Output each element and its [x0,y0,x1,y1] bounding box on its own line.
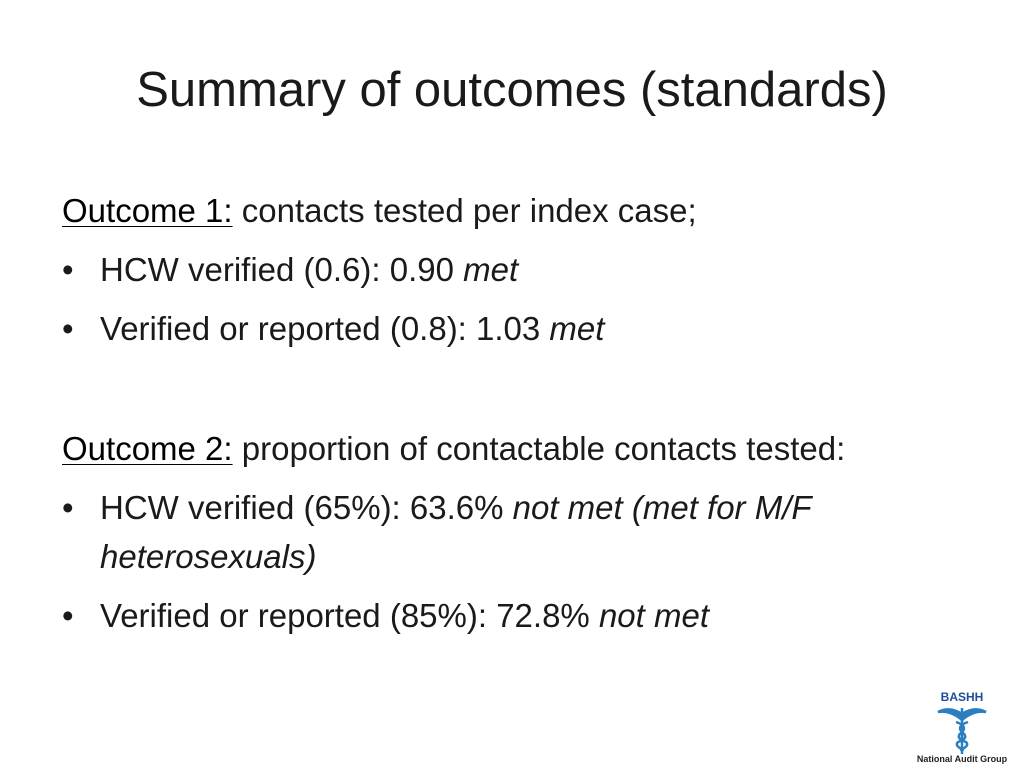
caduceus-icon [937,708,987,754]
bullet-list: HCW verified (0.6): 0.90 met Verified or… [62,245,922,353]
bullet: Verified or reported (0.8): 1.03 met [62,304,922,353]
outcome-block: Outcome 2: proportion of contactable con… [62,424,912,650]
bullet-text: Verified or reported (0.8): 1.03 [100,310,541,347]
bullet-text: Verified or reported (85%): 72.8% [100,597,590,634]
outcome-text: proportion of contactable contacts teste… [241,430,846,467]
bullet-status: not met (met for M/F heterosexuals) [100,489,811,575]
outcome-text: contacts tested per index case; [241,192,697,229]
slide-title: Summary of outcomes (standards) [136,63,888,117]
bullet: Verified or reported (85%): 72.8% not me… [62,591,912,640]
bullet-status: met [463,251,519,288]
bullet-status: not met [598,597,709,634]
outcome-label: Outcome 2: [62,430,233,467]
bullet-text: HCW verified (0.6): 0.90 [100,251,454,288]
bullet-text: HCW verified (65%): 63.6% [100,489,504,526]
outcome-label: Outcome 1: [62,192,233,229]
logo-name: BASHH [941,690,984,704]
logo: BASHH National Audit Group [917,690,1008,764]
bullet: HCW verified (0.6): 0.90 met [62,245,922,294]
bullet-list: HCW verified (65%): 63.6% not met (met f… [62,483,912,640]
bullet: HCW verified (65%): 63.6% not met (met f… [62,483,912,581]
outcome-block: Outcome 1: contacts tested per index cas… [62,186,922,363]
logo-caption: National Audit Group [917,754,1008,764]
bullet-status: met [549,310,605,347]
outcome-heading: Outcome 2: proportion of contactable con… [62,424,912,473]
outcome-heading: Outcome 1: contacts tested per index cas… [62,186,922,235]
